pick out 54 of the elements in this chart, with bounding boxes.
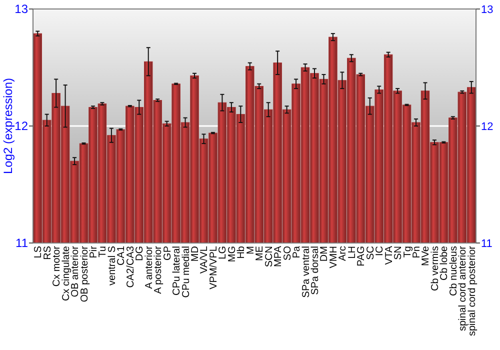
x-tick-label: CA2/CA3 [125, 246, 136, 288]
y-axis-title: Log2 (expression) [1, 78, 15, 174]
x-tick-label: OB anterior [70, 245, 82, 298]
x-tick-label: OB posterior [79, 245, 90, 302]
x-tick-label: Pir [88, 245, 100, 258]
x-tick-label: ventral S [106, 246, 118, 286]
x-tick-label: VTA [384, 246, 395, 265]
x-tick-label: DM [319, 246, 330, 262]
x-tick-label: GP [162, 246, 174, 260]
x-tick-label: CPu lateral [172, 246, 183, 296]
y-tick-label: 13 [14, 2, 28, 16]
x-tick-label: LS [33, 246, 44, 258]
x-tick-label: CPu medial [180, 246, 192, 298]
x-tick-label: SPa ventral [300, 246, 312, 298]
y2-tick-label: 11 [481, 238, 492, 250]
x-tick-label: Cx motor [52, 245, 63, 287]
x-tick-label: M [245, 246, 256, 254]
x-tick-label: VPM/VPL [208, 246, 220, 290]
x-tick-label: MG [226, 246, 238, 262]
x-tick-label: SPa dorsal [310, 246, 321, 295]
x-tick-label: Hb [236, 246, 248, 259]
x-tick-label: SC [365, 246, 376, 260]
x-tick-label: Cb nucleus [448, 246, 460, 296]
x-tick-label: Pa [292, 246, 303, 258]
x-tick-label: SN [393, 246, 404, 260]
x-tick-label: IC [374, 246, 386, 256]
x-tick-label: PAG [356, 246, 368, 266]
x-tick-label: CA1 [116, 246, 128, 266]
x-tick-label: A anterior [144, 245, 155, 289]
x-tick-label: VA/VL [199, 246, 210, 274]
x-tick-label: DG [134, 246, 146, 261]
x-tick-label: LH [346, 246, 358, 259]
y2-tick-label: 13 [481, 4, 494, 16]
x-tick-label: RS [42, 246, 54, 260]
x-tick-label: Cb vermis [430, 246, 441, 292]
x-tick-label: ME [254, 246, 266, 261]
y-tick-label: 11 [16, 236, 28, 250]
x-tick-label: Pn [412, 246, 423, 258]
x-tick-label: VMH [328, 246, 340, 268]
x-tick-label: Tu [98, 246, 109, 258]
x-tick-label: MVe [420, 246, 432, 266]
x-tick-label: spinal cord anterior [458, 245, 469, 332]
x-tick-label: LG [218, 246, 229, 260]
x-tick-label: SO [282, 246, 294, 260]
y2-tick-label: 12 [481, 120, 494, 133]
x-tick-label: Tg [402, 246, 414, 258]
x-tick-label: spinal cord posterior [466, 245, 478, 336]
x-tick-label: Cx cingulate [60, 246, 72, 302]
x-tick-label: MPA [273, 246, 284, 267]
x-tick-label: Arc [338, 246, 349, 261]
x-tick-label: SCN [264, 246, 275, 268]
y-tick-label: 12 [14, 119, 28, 134]
x-tick-label: Cb lobe [439, 246, 450, 280]
x-tick-label: A posterior [153, 245, 164, 294]
